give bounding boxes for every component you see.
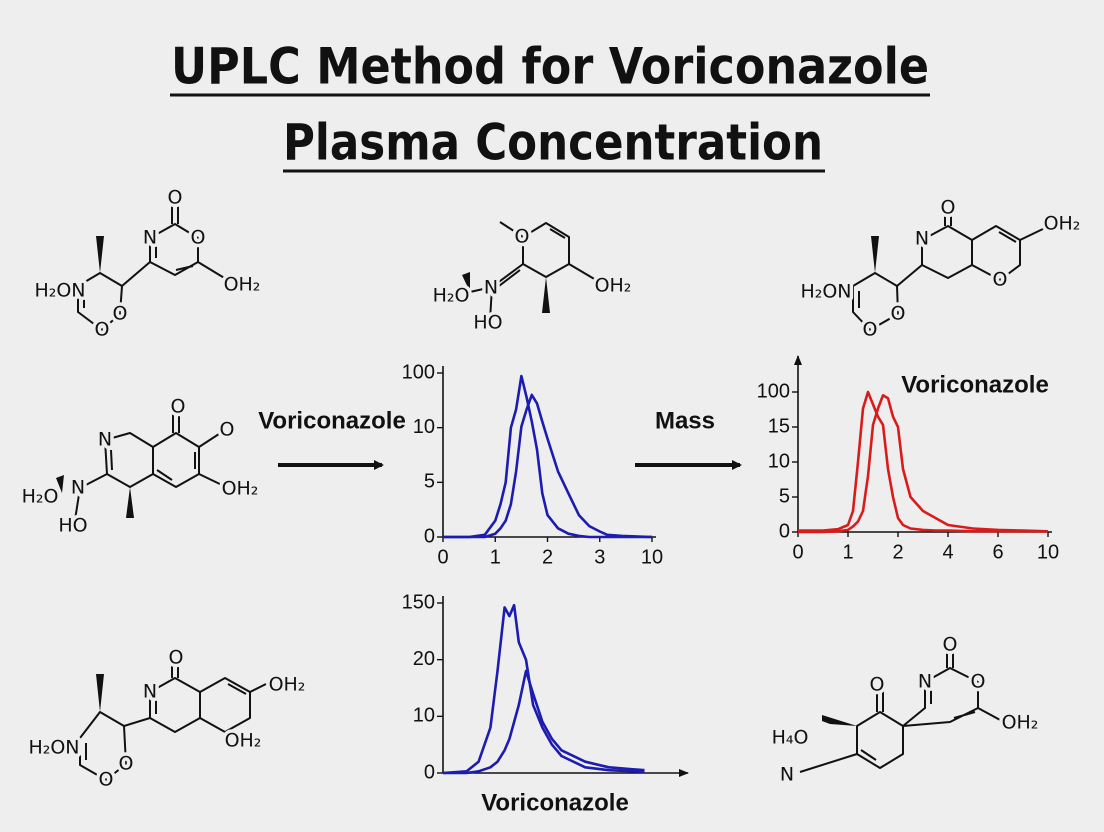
series-line <box>798 394 1049 534</box>
wedge-bond <box>96 674 104 712</box>
atom-label: OH₂ <box>269 674 306 696</box>
x-axis-label: Voriconazole <box>481 789 629 816</box>
atom-label: OH₂ <box>1002 712 1039 734</box>
atom-label: N <box>780 764 794 786</box>
atom-label: N <box>71 477 85 499</box>
bonds <box>799 650 1003 773</box>
x-tick-label: 10 <box>641 546 663 568</box>
arrow-label: Voriconazole <box>258 407 406 434</box>
bonds <box>79 660 267 781</box>
atom-label: HO <box>58 515 87 537</box>
y-tick-label: 0 <box>779 520 790 542</box>
atom-label: O <box>169 647 184 669</box>
x-tick-label: 1 <box>842 541 853 563</box>
atom-label: OH₂ <box>595 275 632 297</box>
molecule: H₂ON O O N O OH₂ OH₂ <box>25 643 309 794</box>
atom-label: O <box>993 269 1008 291</box>
wedge-bond <box>542 277 550 313</box>
y-tick-label: 150 <box>402 591 435 613</box>
atom-label: H₂ON <box>800 281 851 303</box>
series-line <box>798 390 1048 533</box>
atom-label: O <box>168 187 183 209</box>
y-tick-label: 0 <box>424 761 435 783</box>
atom-label: O <box>113 303 128 325</box>
atom-label: H₂ON <box>28 737 79 759</box>
wedge-bond <box>462 272 470 292</box>
atom-label: O <box>941 197 956 219</box>
atom-label: H₂ON <box>34 280 85 302</box>
atom-label: OH₂ <box>222 478 259 500</box>
y-tick-label: 20 <box>413 648 435 670</box>
atom-label: H₂O <box>433 285 470 307</box>
molecule: N O O OH₂ N H₂O HO <box>18 392 262 540</box>
atom-label: H₄O <box>772 727 809 749</box>
x-tick-label: 0 <box>792 541 803 563</box>
x-tick-label: 4 <box>942 541 953 563</box>
wedge-bond <box>822 715 857 726</box>
atom-label: N <box>484 277 498 299</box>
molecule: O H₄O N N O O OH₂ <box>768 630 1042 789</box>
atom-label: O <box>971 671 986 693</box>
atom-label: N <box>98 429 112 451</box>
atom-label: N <box>143 227 157 249</box>
arrow-label: Mass <box>655 407 715 434</box>
y-tick-label: 0 <box>424 525 435 547</box>
bonds <box>852 212 1046 331</box>
wedge-bond <box>56 475 64 493</box>
y-tick-label: 10 <box>413 705 435 727</box>
atom-label: O <box>220 419 235 441</box>
atom-label: H₂O <box>22 486 59 508</box>
atom-label: N <box>143 681 157 703</box>
series-line <box>443 393 653 539</box>
x-tick-label: 10 <box>1037 541 1059 563</box>
series-line <box>443 669 645 775</box>
atom-label: O <box>119 753 134 775</box>
title-line: Plasma Concentration <box>283 114 823 172</box>
molecule: H₂ON O O N O O OH₂ <box>797 193 1084 344</box>
x-tick-label: 0 <box>437 546 448 568</box>
atom-label: OH₂ <box>1044 213 1081 235</box>
wedge-bond <box>871 236 879 273</box>
atom-label: O <box>870 674 885 696</box>
atom-label: O <box>171 396 186 418</box>
atom-label: N <box>918 671 932 693</box>
atom-label: O <box>95 319 110 341</box>
y-tick-label: 5 <box>779 485 790 507</box>
atom-label: O <box>191 227 206 249</box>
atom-label: HO <box>473 312 502 334</box>
y-tick-label: 15 <box>768 415 790 437</box>
atom-label: OH₂ <box>224 274 261 296</box>
x-tick-label: 2 <box>542 546 553 568</box>
atom-label: O <box>891 303 906 325</box>
wedge-bond <box>126 487 134 518</box>
chart: 0 10 20 150 Voriconazole <box>402 591 689 816</box>
y-tick-label: 5 <box>424 471 435 493</box>
annotation: Voriconazole <box>901 371 1049 398</box>
atom-label: O <box>515 226 530 248</box>
chart: 0 5 10 15 100 0 1 2 4 6 10 Voriconazole <box>757 355 1059 563</box>
molecule: H₂ON O O N O O OH₂ <box>31 183 264 344</box>
y-tick-label: 10 <box>413 416 435 438</box>
series-line <box>442 603 645 775</box>
x-tick-label: 2 <box>892 541 903 563</box>
title-line: UPLC Method for Voriconazole <box>171 38 929 96</box>
y-tick-label: 100 <box>402 361 435 383</box>
atom-label: N <box>915 228 929 250</box>
y-tick-label: 100 <box>757 380 790 402</box>
series-line <box>443 374 652 539</box>
wedge-bond <box>96 236 104 273</box>
x-tick-label: 6 <box>992 541 1003 563</box>
atom-label: O <box>99 769 114 791</box>
y-tick-label: 10 <box>768 450 790 472</box>
atom-label: OH₂ <box>225 730 262 752</box>
molecule: O OH₂ N H₂O HO <box>429 221 635 337</box>
bonds <box>77 200 227 331</box>
x-tick-label: 3 <box>594 546 605 568</box>
x-tick-label: 1 <box>490 546 501 568</box>
chart: 0 5 10 100 0 1 2 3 10 <box>402 361 664 568</box>
atom-label: O <box>943 634 958 656</box>
atom-label: O <box>863 319 878 341</box>
